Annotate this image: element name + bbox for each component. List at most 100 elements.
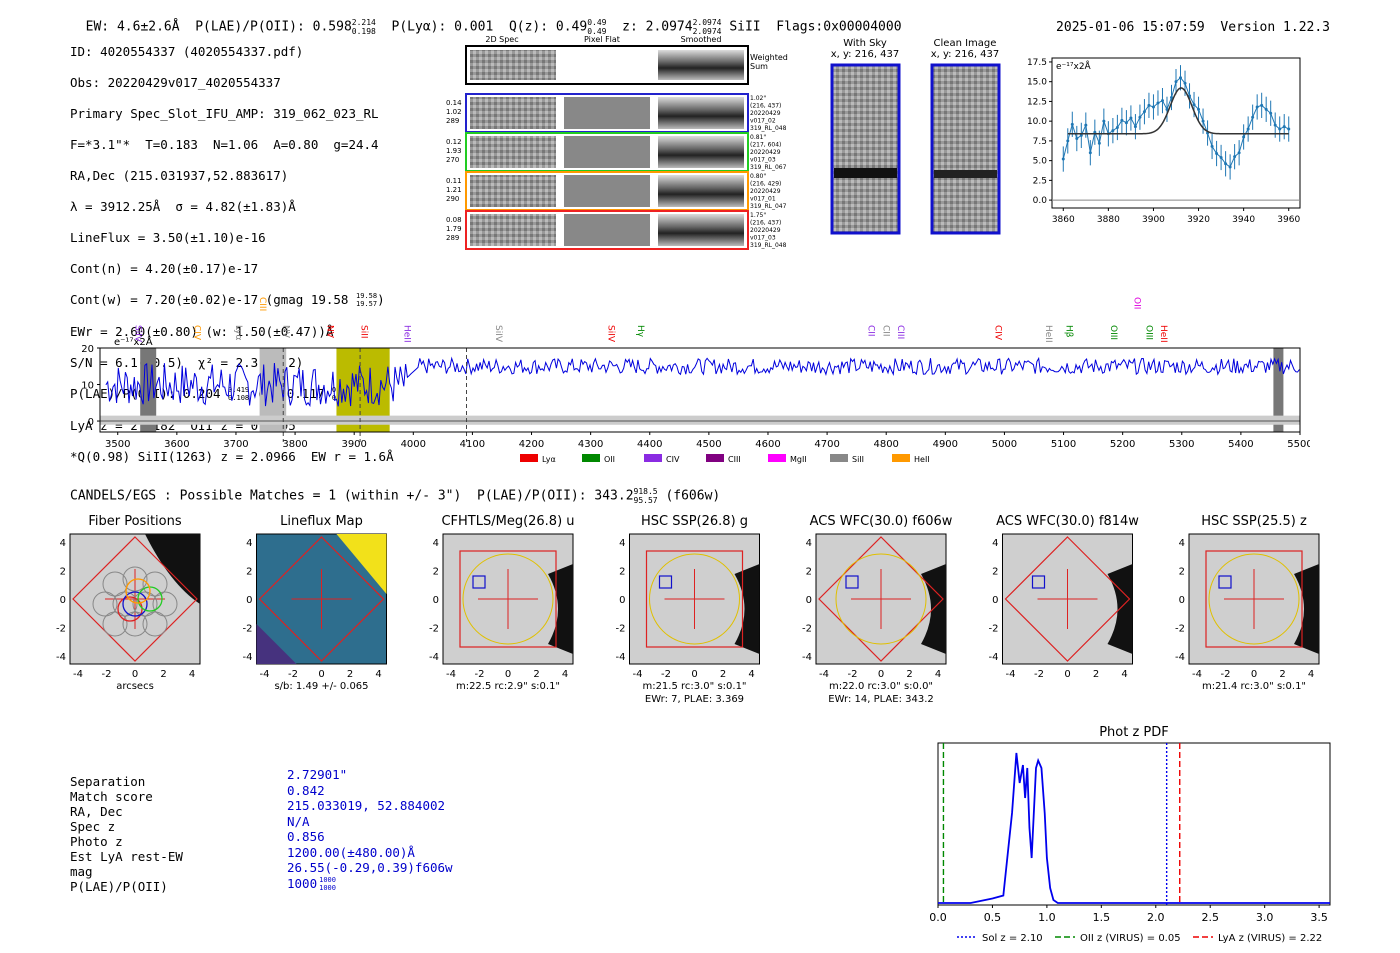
info-primary: Primary Spec_Slot_IFU_AMP: 319_062_023_R…	[70, 105, 379, 121]
image-xtick-label: 4	[935, 669, 941, 680]
image-xtick-label: -4	[1192, 669, 1202, 680]
cutout-right-label: (217, 604)	[750, 142, 781, 149]
zoom-point	[1120, 118, 1124, 122]
image-xtick-label: 2	[160, 669, 166, 680]
zoom-point	[1237, 151, 1241, 155]
match-labels: Separation Match score RA, Dec Spec z Photo …	[70, 774, 183, 894]
cutout-pixelflat	[564, 97, 650, 129]
zoom-point	[1138, 115, 1142, 119]
full-xtick-label: 5100	[1051, 439, 1076, 450]
zoom-point	[1097, 141, 1101, 145]
image-ytick-label: -2	[989, 624, 999, 635]
zoom-point	[1246, 127, 1250, 131]
emission-line-label: OII	[1131, 297, 1141, 309]
match-label: Spec z	[70, 819, 116, 834]
info-contw: Cont(w) = 7.20(±0.02)e-17 (gmag 19.58 19…	[70, 292, 394, 309]
header-right: 2025-01-06 15:07:59 Version 1.22.3	[1040, 5, 1330, 35]
image-panel-title: Lineflux Map	[280, 514, 363, 529]
full-xtick-label: 5400	[1228, 439, 1253, 450]
ifu-footprint	[1205, 550, 1303, 648]
with-sky-xy: x, y: 216, 437	[830, 49, 900, 60]
photz-chart: Phot z PDF 0.0 0.5 1.0 1.5 2.0 2.5 3.0 3.5 Sol z …	[929, 725, 1331, 944]
image-ytick-label: 2	[619, 567, 625, 578]
full-ytick-label: 10	[81, 381, 94, 392]
fiber-circle	[117, 596, 143, 622]
zoom-point	[1228, 165, 1232, 169]
zoom-point	[1165, 107, 1169, 111]
emission-line-label: CIV	[993, 325, 1003, 341]
emission-line-label: CIII	[257, 297, 267, 311]
zoom-point	[1169, 95, 1173, 99]
zoom-point	[1111, 129, 1115, 133]
image-ytick-label: -4	[243, 652, 253, 663]
match-label: mag	[70, 864, 93, 879]
image-panel-title: Fiber Positions	[88, 514, 181, 529]
header-z-line: SiII	[729, 19, 761, 35]
cutout-left-label: 0.11	[446, 177, 462, 185]
image-xtick-label: -2	[288, 669, 298, 680]
image-xtick-label: 0	[1251, 669, 1257, 680]
zoom-ytick-label: 7.5	[1033, 137, 1047, 147]
image-xtick-label: -4	[73, 669, 83, 680]
full-xtick-label: 3900	[341, 439, 366, 450]
aperture-circle	[649, 553, 740, 645]
zoom-point	[1197, 107, 1201, 111]
emission-line-label: SiIV	[493, 325, 503, 343]
cutout-right-label: v017_03	[750, 157, 776, 164]
image-ytick-label: -4	[989, 652, 999, 663]
photz-legend-label: OII z (VIRUS) = 0.05	[1080, 933, 1181, 944]
fiber-circle	[112, 591, 138, 617]
full-xtick-label: 3600	[164, 439, 189, 450]
photz-pdf-line	[938, 752, 1330, 904]
clean-trace	[934, 170, 997, 178]
full-spec-line	[105, 356, 1300, 407]
zoom-point	[1066, 139, 1070, 143]
cutout-smoothed	[658, 214, 744, 246]
full-ytick-label: 20	[81, 344, 94, 355]
zoom-point	[1088, 151, 1092, 155]
photz-legend-label: LyA z (VIRUS) = 2.22	[1218, 933, 1322, 944]
zoom-xtick-label: 3920	[1187, 215, 1210, 225]
cutout-right-label: 319_RL_067	[750, 164, 787, 171]
fiber-circle	[122, 591, 148, 617]
match-value: 1000 1000 1000	[287, 875, 336, 893]
zoom-point	[1115, 125, 1119, 129]
image-ytick-label: 0	[806, 595, 812, 606]
lineflux-blob	[336, 534, 387, 594]
cutout-smoothed	[658, 136, 744, 168]
image-xtick-label: 0	[505, 669, 511, 680]
legend-label: SiII	[852, 455, 864, 464]
emission-line-label: SiIV	[132, 325, 142, 343]
zoom-point	[1160, 99, 1164, 103]
full-ylabel: e⁻¹⁷x2Å	[114, 335, 153, 348]
info-radec: RA,Dec (215.031937,52.883617)	[70, 167, 289, 183]
zoom-point	[1124, 121, 1128, 125]
timestamp: 2025-01-06 15:07:59	[1056, 20, 1205, 35]
lineflux-blob	[256, 624, 297, 664]
image-ytick-label: 0	[992, 595, 998, 606]
image-ytick-label: -2	[802, 624, 812, 635]
zoom-xtick-label: 3940	[1232, 215, 1255, 225]
legend-label: HeII	[914, 455, 930, 464]
emission-line-label: OIII	[1108, 325, 1118, 340]
match-value: 215.033019, 52.884002	[287, 798, 446, 813]
image-ytick-label: 4	[992, 538, 998, 549]
zoom-point	[1210, 144, 1214, 148]
match-value: 0.856	[287, 829, 325, 844]
image-xtick-label: 4	[1121, 669, 1127, 680]
image-ytick-label: -2	[616, 624, 626, 635]
zoom-point	[1142, 110, 1146, 114]
header-qz-hi: 0.49	[587, 18, 607, 27]
photz-legend-label: Sol z = 2.10	[982, 933, 1043, 944]
full-ytick-label: 0	[88, 417, 94, 428]
candels-lo: 95.57	[633, 496, 658, 505]
catalog-match-box	[1218, 575, 1232, 589]
photz-xtick-label: 1.5	[1093, 911, 1111, 924]
zoom-point	[1269, 111, 1273, 115]
info-lineflux: LineFlux = 3.50(±1.10)e-16	[70, 229, 266, 245]
image-ytick-label: 2	[433, 567, 439, 578]
image-ytick-label: -4	[56, 652, 66, 663]
full-xtick-label: 5500	[1287, 439, 1310, 450]
zoom-point	[1201, 119, 1205, 123]
info-lambda: λ = 3912.25Å σ = 4.82(±1.83)Å	[70, 198, 296, 214]
